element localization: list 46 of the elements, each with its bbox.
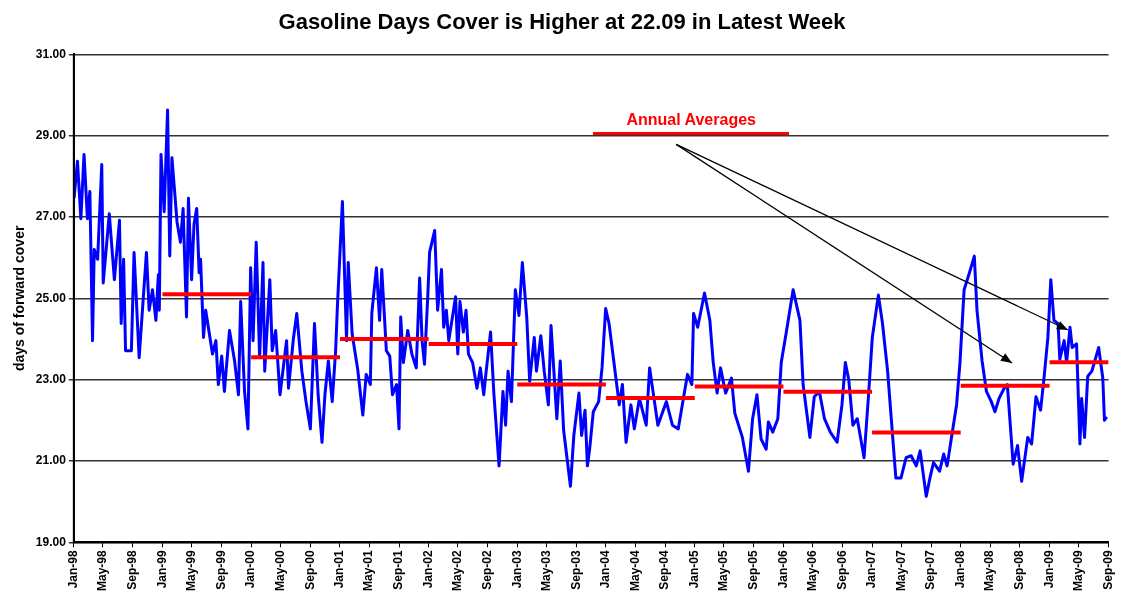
- x-tick-label: Jan-98: [66, 550, 81, 589]
- chart-title: Gasoline Days Cover is Higher at 22.09 in Latest Week: [278, 9, 847, 35]
- x-tick-label: Sep-08: [1012, 549, 1027, 590]
- x-tick-label: Sep-09: [1100, 549, 1115, 590]
- x-tick-label: May-06: [804, 549, 819, 591]
- y-tick-label: 21.00: [35, 453, 67, 468]
- x-tick-label: Sep-03: [568, 549, 583, 590]
- y-tick-label: 19.00: [35, 534, 67, 549]
- x-tick-label: Sep-01: [391, 549, 406, 590]
- x-tick-label: May-99: [183, 549, 198, 591]
- x-tick-label: May-04: [627, 549, 642, 591]
- x-tick-label: Jan-02: [420, 550, 435, 589]
- x-tick-label: Jan-01: [332, 550, 347, 589]
- x-tick-label: Sep-06: [834, 549, 849, 590]
- text: Annual Averages: [625, 110, 757, 130]
- x-tick-label: May-05: [716, 549, 731, 591]
- x-tick-label: Sep-05: [746, 549, 761, 590]
- x-tick-label: Jan-00: [243, 550, 258, 589]
- x-tick-label: May-03: [538, 549, 553, 591]
- x-tick-label: Sep-00: [302, 549, 317, 590]
- x-tick-label: May-08: [982, 549, 997, 591]
- x-tick-label: Jan-03: [509, 550, 524, 589]
- x-tick-label: Jan-05: [687, 550, 702, 589]
- x-tick-label: Sep-99: [213, 549, 228, 590]
- y-axis-title: days of forward cover: [11, 225, 28, 372]
- x-tick-label: May-01: [361, 549, 376, 591]
- y-tick-label: 29.00: [35, 128, 67, 143]
- y-tick-label: 25.00: [35, 290, 67, 305]
- x-tick-label: Sep-98: [125, 549, 140, 590]
- x-tick-label: Jan-06: [775, 550, 790, 589]
- x-tick-label: May-07: [893, 549, 908, 591]
- x-tick-label: May-98: [95, 549, 110, 591]
- x-tick-label: Sep-07: [923, 549, 938, 590]
- x-tick-label: May-00: [272, 549, 287, 591]
- x-tick-label: Jan-07: [864, 550, 879, 589]
- x-tick-label: Jan-99: [154, 550, 169, 589]
- x-tick-label: May-09: [1071, 549, 1086, 591]
- y-tick-label: 27.00: [35, 209, 67, 224]
- x-tick-label: Jan-04: [598, 550, 613, 589]
- x-tick-label: May-02: [450, 549, 465, 591]
- x-tick-label: Sep-02: [479, 549, 494, 590]
- y-tick-label: 31.00: [35, 46, 67, 61]
- y-tick-label: 23.00: [35, 371, 67, 386]
- x-tick-label: Sep-04: [657, 549, 672, 590]
- x-tick-label: Jan-09: [1041, 550, 1056, 589]
- x-tick-label: Jan-08: [953, 550, 968, 589]
